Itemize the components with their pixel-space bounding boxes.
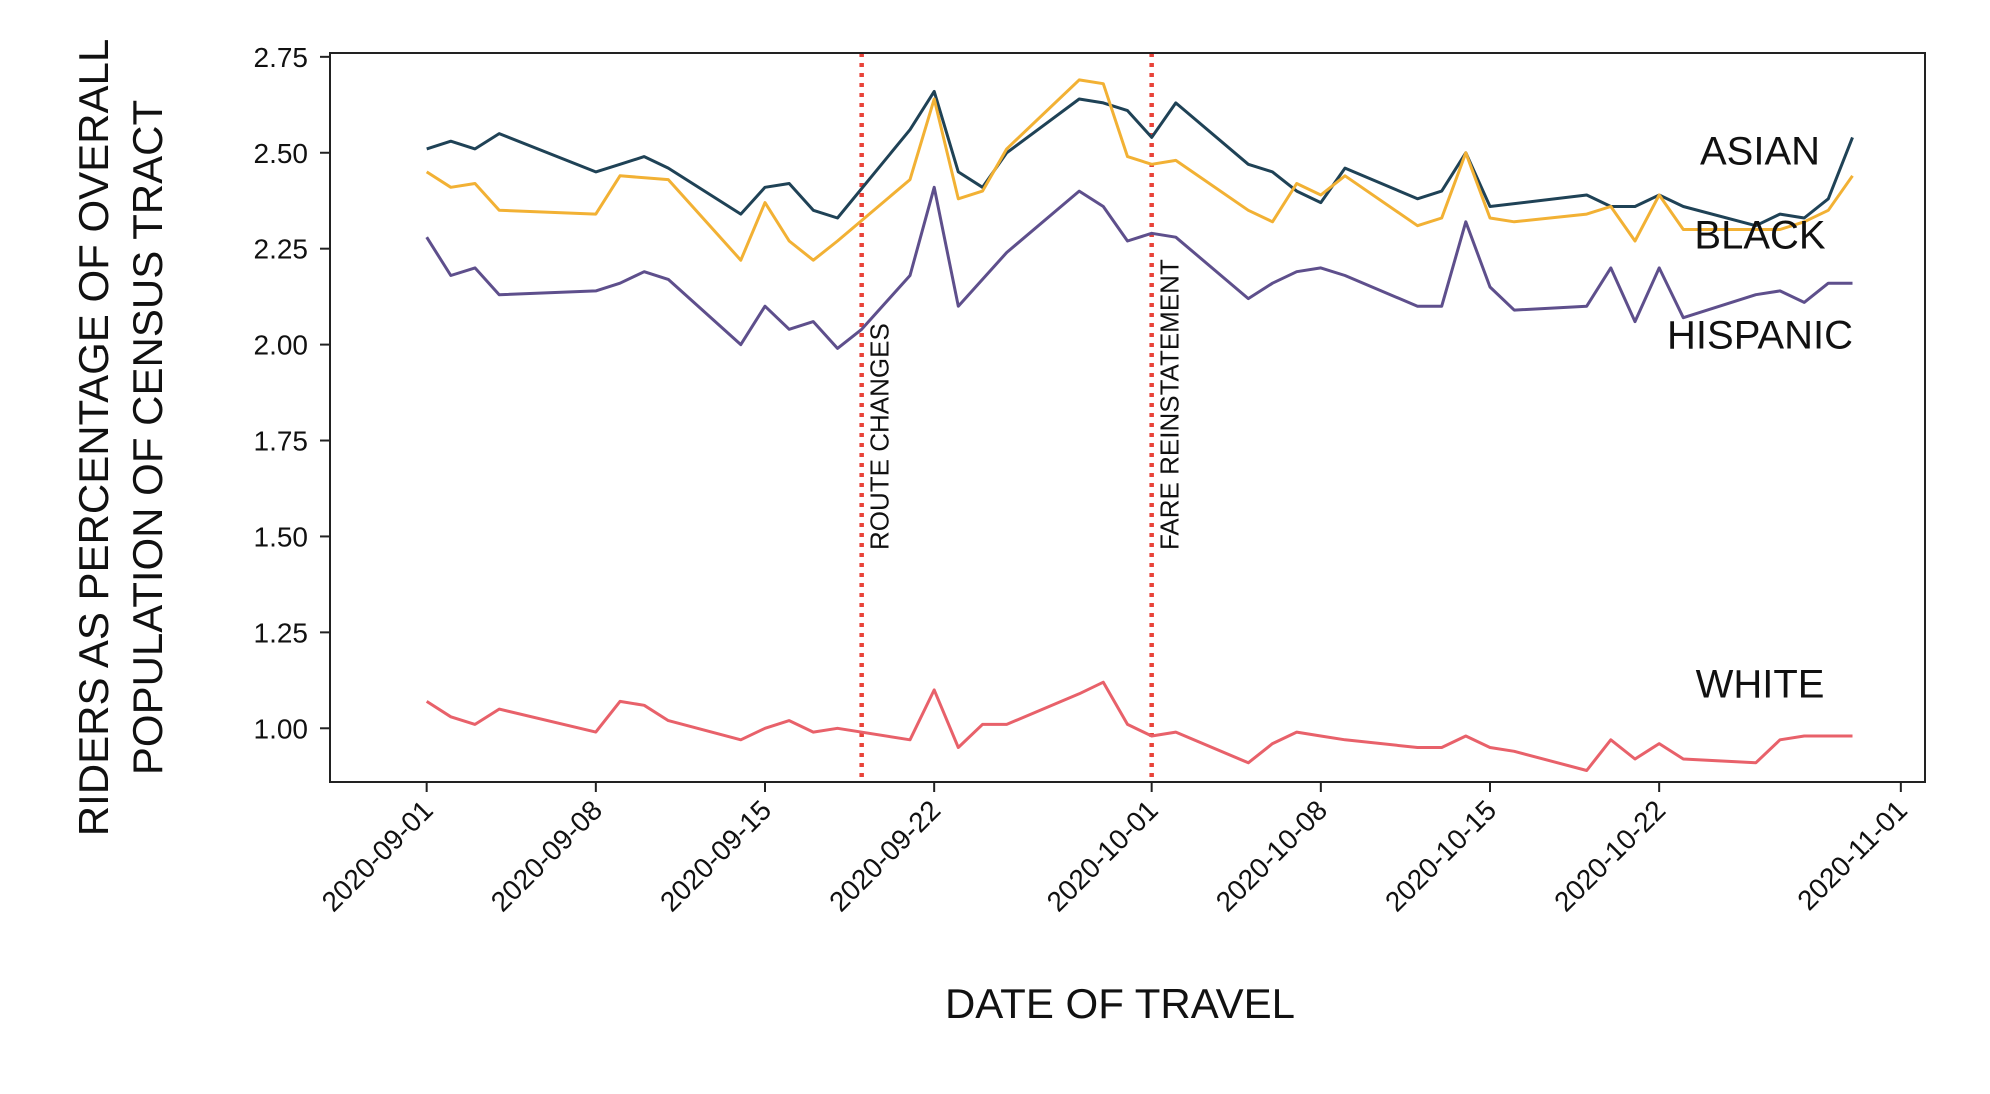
- series-line-black: [425, 78, 1854, 262]
- series-label-black: BLACK: [1694, 214, 1825, 258]
- x-tick-label: 2020-09-08: [485, 794, 608, 917]
- y-axis-label: RIDERS AS PERCENTAGE OF OVERALL POPULATIO…: [70, 39, 171, 836]
- x-tick-label: 2020-10-15: [1379, 794, 1502, 917]
- x-tick-label: 2020-10-22: [1548, 794, 1671, 917]
- y-tick-label: 2.50: [254, 138, 309, 169]
- x-axis-ticks: 2020-09-01 2020-09-08 2020-09-15 2020-09-22…: [316, 782, 1913, 918]
- y-tick-label: 1.50: [254, 521, 309, 552]
- series-line-hispanic: [425, 185, 1853, 350]
- x-axis-label: DATE OF TRAVEL: [945, 980, 1295, 1027]
- y-tick-label: 1.75: [254, 426, 309, 457]
- annotations: ROUTE CHANGES FARE REINSTATEMENT: [859, 53, 1185, 782]
- series-line-asian: [426, 89, 1854, 228]
- x-tick-label: 2020-09-22: [823, 794, 946, 917]
- annotation-label: ROUTE CHANGES: [865, 323, 895, 550]
- series-labels: ASIAN BLACK HISPANIC WHITE: [1667, 129, 1853, 706]
- series-lines: [425, 78, 1854, 772]
- y-tick-label: 2.00: [254, 330, 309, 361]
- series-line-white: [425, 680, 1853, 772]
- y-tick-label: 1.25: [254, 617, 309, 648]
- y-tick-label: 2.25: [254, 234, 309, 265]
- x-tick-label: 2020-09-01: [316, 794, 439, 917]
- y-tick-label: 1.00: [254, 713, 309, 744]
- x-tick-label: 2020-11-01: [1791, 794, 1913, 916]
- y-axis-label-line: POPULATION OF CENSUS TRACT: [124, 100, 171, 775]
- y-axis-ticks: 2.75 2.50 2.25 2.00 1.75 1.50 1.25 1.00: [254, 42, 330, 744]
- x-tick-label: 2020-09-15: [654, 794, 777, 917]
- x-tick-label: 2020-10-01: [1041, 794, 1164, 917]
- series-label-white: WHITE: [1696, 663, 1825, 707]
- annotation-label: FARE REINSTATEMENT: [1155, 259, 1185, 550]
- series-label-asian: ASIAN: [1700, 129, 1820, 173]
- plot-frame: [329, 52, 1926, 783]
- y-tick-label: 2.75: [254, 42, 309, 73]
- series-label-hispanic: HISPANIC: [1667, 313, 1853, 357]
- x-tick-label: 2020-10-08: [1210, 794, 1333, 917]
- y-axis-label-line: RIDERS AS PERCENTAGE OF OVERALL: [70, 39, 117, 836]
